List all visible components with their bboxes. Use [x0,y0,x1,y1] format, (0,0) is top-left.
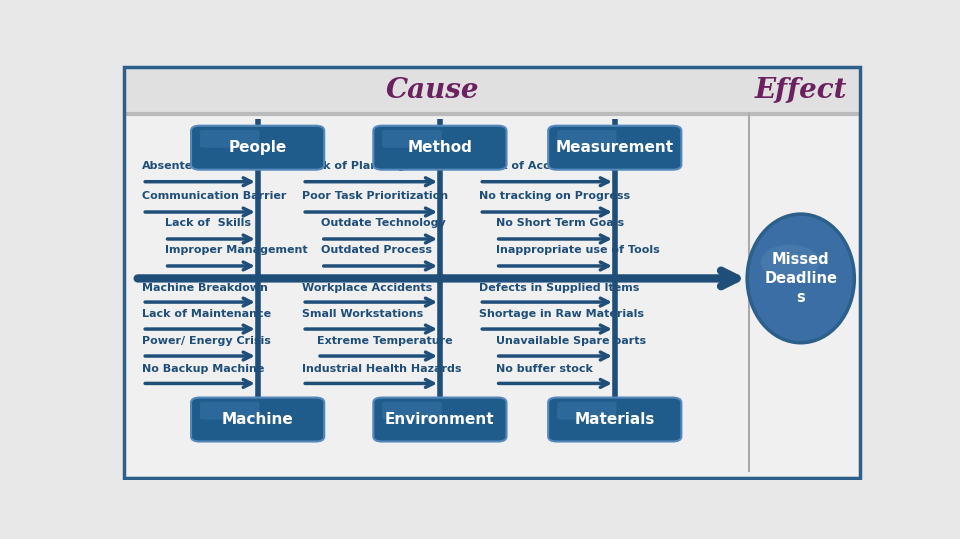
Text: Effect: Effect [755,77,847,104]
Text: Lack of Maintenance: Lack of Maintenance [142,309,272,319]
Text: Outdated Process: Outdated Process [321,245,432,255]
Text: Outdate Technology: Outdate Technology [321,218,445,228]
FancyBboxPatch shape [382,402,442,419]
Text: Industrial Health Hazards: Industrial Health Hazards [302,364,462,374]
Text: Measurement: Measurement [556,140,674,155]
FancyBboxPatch shape [200,402,259,419]
FancyBboxPatch shape [373,126,507,170]
FancyBboxPatch shape [373,398,507,441]
Text: Absenteeism: Absenteeism [142,161,223,170]
Ellipse shape [747,214,854,343]
Text: Small Workstations: Small Workstations [302,309,423,319]
Text: Lack of Accountability: Lack of Accountability [479,161,618,170]
FancyBboxPatch shape [548,398,682,441]
Text: Machine: Machine [222,412,294,427]
Ellipse shape [760,245,820,280]
Text: Missed
Deadline
s: Missed Deadline s [764,252,837,305]
Text: No tracking on Progress: No tracking on Progress [479,191,631,201]
Text: No Short Term Goals: No Short Term Goals [495,218,624,228]
Text: Lack of Planning: Lack of Planning [302,161,406,170]
FancyBboxPatch shape [548,126,682,170]
FancyBboxPatch shape [191,398,324,441]
Text: No Backup Machine: No Backup Machine [142,364,265,374]
FancyBboxPatch shape [126,68,858,476]
FancyBboxPatch shape [200,130,259,148]
Text: Power/ Energy Crisis: Power/ Energy Crisis [142,336,271,346]
Text: Poor Task Prioritization: Poor Task Prioritization [302,191,448,201]
FancyBboxPatch shape [191,126,324,170]
Text: Unavailable Spare parts: Unavailable Spare parts [495,336,646,346]
Text: Environment: Environment [385,412,494,427]
Text: People: People [228,140,287,155]
FancyBboxPatch shape [557,130,616,148]
Text: Improper Management: Improper Management [165,245,307,255]
Text: Machine Breakdown: Machine Breakdown [142,283,268,293]
Text: Shortage in Raw Materials: Shortage in Raw Materials [479,309,644,319]
Text: Lack of  Skills: Lack of Skills [165,218,251,228]
Text: Cause: Cause [386,77,479,104]
Text: Materials: Materials [575,412,655,427]
Text: Inappropriate use of Tools: Inappropriate use of Tools [495,245,660,255]
Text: Method: Method [407,140,472,155]
Text: Extreme Temperature: Extreme Temperature [317,336,453,346]
Text: Workplace Accidents: Workplace Accidents [302,283,433,293]
Text: Defects in Supplied Items: Defects in Supplied Items [479,283,639,293]
Text: Communication Barrier: Communication Barrier [142,191,287,201]
FancyBboxPatch shape [382,130,442,148]
Text: No buffer stock: No buffer stock [495,364,592,374]
FancyBboxPatch shape [126,68,858,114]
FancyBboxPatch shape [557,402,616,419]
